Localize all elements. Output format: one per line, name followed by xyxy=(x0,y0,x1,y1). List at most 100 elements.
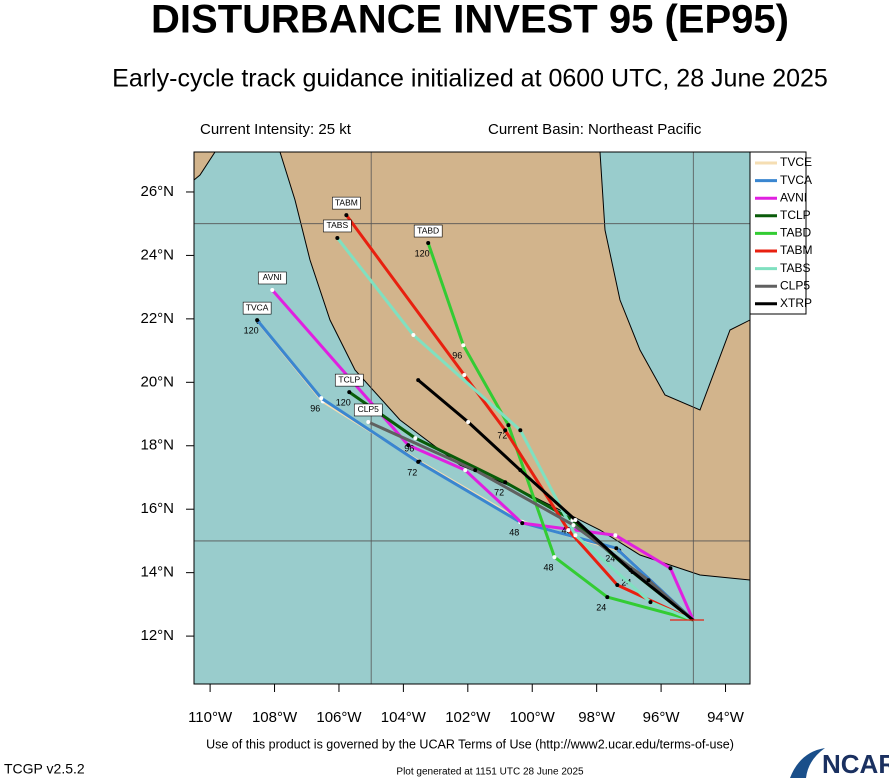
track-name-box xyxy=(353,403,383,417)
y-tick-label: 20°N xyxy=(140,373,174,390)
x-tick-label: 98°W xyxy=(578,709,616,726)
y-tick-label: 18°N xyxy=(140,437,174,454)
version: TCGP v2.5.2 xyxy=(4,761,85,777)
track-line xyxy=(255,319,695,622)
track-point xyxy=(520,521,525,526)
track-name: TCLP xyxy=(338,374,360,384)
track-point xyxy=(628,568,633,573)
track-name: AVNI xyxy=(263,272,282,282)
logo: NCAR xyxy=(790,748,889,779)
land xyxy=(194,152,216,181)
legend-label: TVCE xyxy=(780,155,812,169)
hour-label: 96 xyxy=(452,351,462,361)
y-tick-label: 16°N xyxy=(140,500,174,517)
title: DISTURBANCE INVEST 95 (EP95) xyxy=(151,0,789,42)
map-frame xyxy=(193,151,751,685)
y-tick-label: 24°N xyxy=(140,246,174,263)
track-name-box xyxy=(334,373,364,387)
legend-label: TABD xyxy=(780,226,811,240)
hour-label: 120 xyxy=(244,326,259,336)
hour-label: 120 xyxy=(336,398,351,408)
hour-label: 96 xyxy=(404,444,414,454)
hour-label: 120 xyxy=(415,248,430,258)
x-tick-label: 100°W xyxy=(510,709,556,726)
axes: 110°W 108°W 106°W 104°W 102°W 100°W 98°W 96°W 94… xyxy=(140,183,744,726)
y-tick-label: 12°N xyxy=(140,627,174,644)
hour-label: 72 xyxy=(494,488,504,498)
track-point xyxy=(506,423,511,428)
track-point xyxy=(518,428,523,433)
track-point xyxy=(503,480,508,485)
tracks: 24487296120TVCAAVNI24487296120TCLP244872… xyxy=(242,196,695,622)
map: 24487296120TVCAAVNI24487296120TCLP244872… xyxy=(194,152,750,684)
track-name: TVCA xyxy=(246,302,269,312)
track-name-box xyxy=(332,196,361,210)
track-point xyxy=(518,468,523,473)
hour-label: 48 xyxy=(543,562,553,572)
track-point xyxy=(335,235,340,240)
track-name: CLP5 xyxy=(358,404,380,414)
land xyxy=(279,152,750,581)
track-point xyxy=(573,533,578,538)
hour-label: 48 xyxy=(509,528,519,538)
track-point xyxy=(615,583,620,588)
legend-label: AVNI xyxy=(780,190,807,204)
legend-label: TABS xyxy=(780,261,810,275)
hour-label: 96 xyxy=(310,404,320,414)
legend-label: TABM xyxy=(780,243,812,257)
x-tick-label: 106°W xyxy=(316,709,362,726)
track-point xyxy=(646,578,651,583)
track-point xyxy=(270,287,275,292)
track-point xyxy=(614,546,619,551)
x-tick-label: 110°W xyxy=(188,709,233,726)
current-basin: Current Basin: Northeast Pacific xyxy=(488,121,702,138)
logo-swoosh xyxy=(790,748,825,778)
current-intensity: Current Intensity: 25 kt xyxy=(200,121,352,138)
hour-label: 72 xyxy=(497,431,507,441)
track-name: TABD xyxy=(417,225,439,235)
logo-text: NCAR xyxy=(822,749,889,779)
track-point xyxy=(347,390,352,395)
x-tick-label: 104°W xyxy=(381,709,427,726)
track-point xyxy=(566,528,571,533)
legend-label: XTRP xyxy=(780,296,812,310)
track-name-box xyxy=(323,219,352,233)
y-tick-label: 22°N xyxy=(140,310,174,327)
track-point xyxy=(416,378,421,383)
track-point xyxy=(552,555,557,560)
legend-entries: TVCE TVCA AVNI TCLP TABD TABM TABS CLP5 XTRP xyxy=(755,155,812,310)
track-point xyxy=(344,213,349,218)
track-point xyxy=(416,459,421,464)
x-tick-label: 102°W xyxy=(445,709,491,726)
terms: Use of this product is governed by the U… xyxy=(206,737,734,751)
generated: Plot generated at 1151 UTC 28 June 2025 xyxy=(396,767,584,778)
track-name: TABS xyxy=(327,220,349,230)
grid xyxy=(194,152,750,684)
track-point xyxy=(605,595,610,600)
track-name-box xyxy=(242,301,272,315)
y-tick-label: 14°N xyxy=(140,564,174,581)
track-point xyxy=(411,333,416,338)
track-point xyxy=(461,343,466,348)
hour-label: 72 xyxy=(407,467,417,477)
track-point xyxy=(571,523,576,528)
track-point xyxy=(648,600,653,605)
track-point xyxy=(473,468,478,473)
track-line xyxy=(336,237,694,622)
track-point xyxy=(463,468,468,473)
track-name-box xyxy=(257,271,287,285)
legend-label: TCLP xyxy=(780,208,811,222)
track-point xyxy=(366,419,371,424)
track-point xyxy=(413,436,418,441)
hour-label: 24 xyxy=(596,602,606,612)
hour-label: 24 xyxy=(605,554,615,564)
track-point xyxy=(613,533,618,538)
track-point xyxy=(255,318,260,323)
legend-label: CLP5 xyxy=(780,278,810,292)
track-point xyxy=(319,396,324,401)
x-tick-label: 96°W xyxy=(643,709,681,726)
track-line xyxy=(426,242,694,622)
legend-label: TVCA xyxy=(780,173,812,187)
track-name: TABM xyxy=(335,197,358,207)
